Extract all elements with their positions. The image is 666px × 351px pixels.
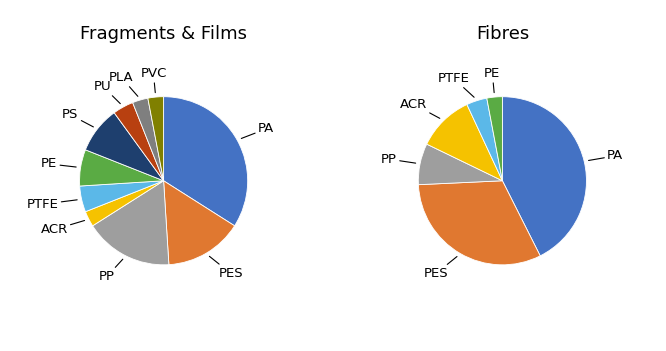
- Text: ACR: ACR: [400, 98, 440, 118]
- Text: PP: PP: [99, 259, 123, 283]
- Wedge shape: [85, 113, 164, 181]
- Wedge shape: [487, 97, 502, 181]
- Wedge shape: [502, 97, 587, 256]
- Text: PA: PA: [589, 150, 623, 163]
- Text: PS: PS: [62, 108, 93, 127]
- Text: PES: PES: [209, 256, 243, 280]
- Wedge shape: [418, 144, 502, 185]
- Wedge shape: [80, 181, 164, 212]
- Wedge shape: [164, 181, 234, 265]
- Text: PU: PU: [94, 80, 121, 104]
- Text: PVC: PVC: [141, 67, 166, 93]
- Wedge shape: [114, 102, 164, 181]
- Text: PLA: PLA: [109, 71, 138, 96]
- Wedge shape: [133, 98, 164, 181]
- Wedge shape: [164, 97, 248, 226]
- Text: PTFE: PTFE: [438, 72, 474, 97]
- Text: PP: PP: [381, 153, 416, 166]
- Title: Fibres: Fibres: [476, 25, 529, 44]
- Text: PES: PES: [424, 257, 457, 280]
- Text: ACR: ACR: [41, 220, 85, 236]
- Wedge shape: [85, 181, 164, 226]
- Title: Fragments & Films: Fragments & Films: [80, 25, 247, 44]
- Text: PE: PE: [484, 67, 500, 93]
- Text: PTFE: PTFE: [27, 198, 77, 211]
- Wedge shape: [427, 105, 502, 181]
- Text: PE: PE: [41, 158, 76, 171]
- Wedge shape: [79, 150, 164, 186]
- Wedge shape: [467, 98, 502, 181]
- Text: PA: PA: [241, 122, 274, 138]
- Wedge shape: [93, 181, 169, 265]
- Wedge shape: [418, 181, 540, 265]
- Wedge shape: [148, 97, 164, 181]
